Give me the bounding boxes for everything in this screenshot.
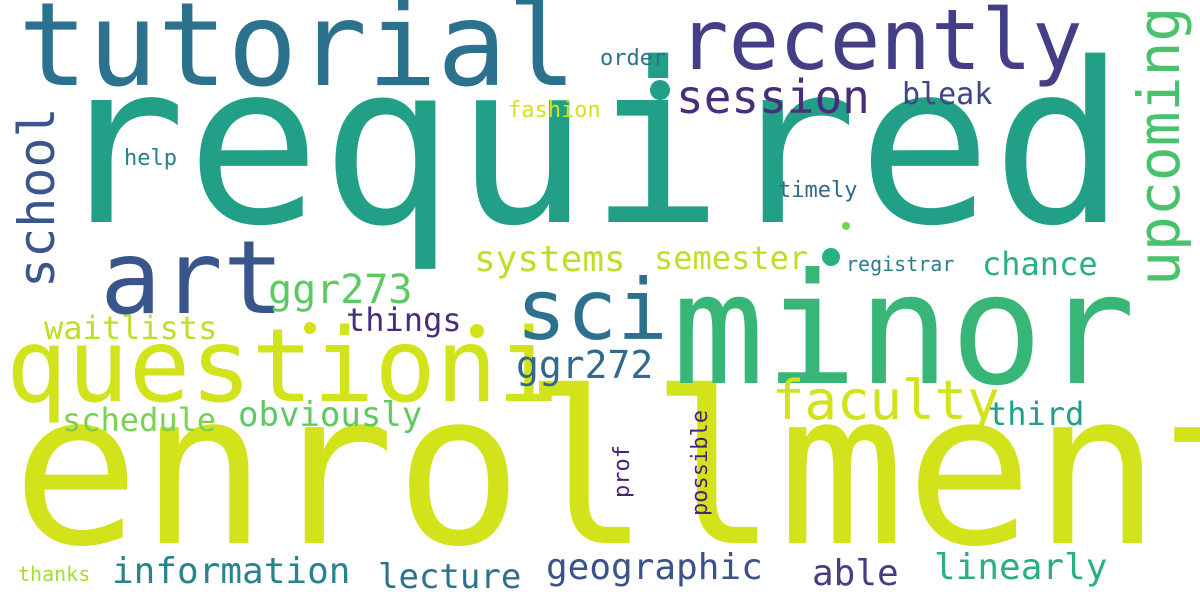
word-semester: semester [654, 239, 809, 277]
word-schedule: schedule [62, 401, 217, 439]
word-ggr273: ggr273 [268, 267, 413, 313]
word-bleak: bleak [902, 77, 993, 112]
word-sci: sci [516, 261, 668, 359]
dot [822, 248, 840, 266]
word-possible: possible [688, 410, 713, 516]
word-chance: chance [982, 245, 1098, 283]
word-help: help [124, 146, 177, 171]
word-faculty: faculty [772, 369, 1000, 432]
word-obviously: obviously [238, 395, 423, 435]
word-session: session [676, 70, 870, 124]
word-prof: prof [610, 445, 635, 498]
word-fashion: fashion [508, 98, 601, 123]
dot [304, 322, 316, 334]
word-thanks: thanks [18, 562, 91, 586]
word-tutorial: tutorial [18, 0, 577, 113]
dot [842, 222, 850, 230]
word-waitlists: waitlists [44, 309, 218, 347]
word-minor: minor [672, 241, 1136, 420]
word-registrar: registrar [846, 252, 955, 276]
word-linearly: linearly [934, 547, 1108, 588]
word-things: things [346, 301, 462, 339]
word-information: information [112, 551, 351, 592]
word-questioni: questioni [6, 307, 559, 426]
word-third: third [988, 395, 1085, 433]
word-able: able [812, 553, 899, 594]
word-systems: systems [474, 239, 626, 280]
word-lecture: lecture [378, 557, 522, 597]
dot [470, 324, 484, 338]
word-enrollment: enrollment [12, 346, 1200, 593]
word-art: art [100, 219, 285, 338]
word-timely: timely [778, 178, 858, 203]
word-ggr272: ggr272 [516, 343, 654, 387]
word-order: order [600, 46, 667, 71]
dot [650, 80, 670, 100]
word-school: school [8, 107, 66, 288]
word-upcoming: upcoming [1125, 6, 1193, 286]
word-required: required [52, 15, 1127, 275]
word-recently: recently [678, 0, 1083, 89]
word-geographic: geographic [546, 547, 763, 588]
